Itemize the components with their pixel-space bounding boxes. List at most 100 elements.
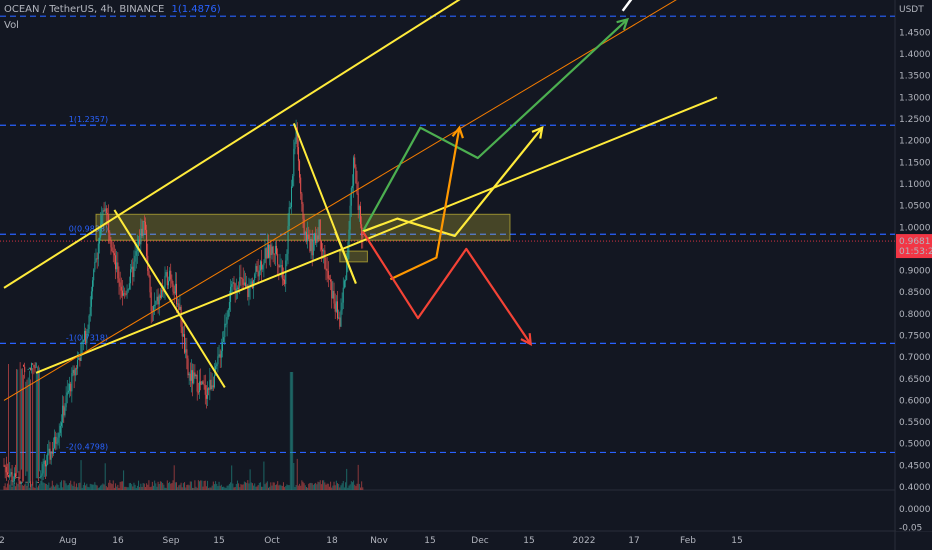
volume-bar — [212, 481, 214, 490]
candle-body — [227, 309, 229, 318]
volume-bar — [178, 485, 180, 490]
candle-body — [157, 296, 159, 305]
candle-body — [233, 282, 235, 284]
candle — [98, 228, 100, 254]
candle — [88, 314, 90, 334]
candle-body — [135, 251, 137, 256]
volume-bar — [215, 481, 217, 490]
volume-indicator-label[interactable]: Vol — [4, 20, 19, 31]
volume-bar — [38, 485, 39, 490]
candle — [225, 312, 227, 328]
time-tick-label: Sep — [163, 536, 180, 546]
candle-body — [205, 394, 207, 399]
candle — [131, 259, 133, 273]
volume-bar — [224, 487, 226, 490]
candle — [56, 433, 58, 450]
volume-bar — [236, 480, 238, 490]
volume-bar — [251, 483, 253, 490]
price-tick-label: 0.7500 — [899, 331, 931, 341]
candle — [187, 355, 189, 379]
candle — [124, 287, 126, 299]
symbol-label[interactable]: OCEAN / TetherUS, 4h, BINANCE — [4, 4, 165, 15]
volume-bar — [197, 480, 199, 490]
candle — [331, 279, 333, 309]
support-box — [339, 250, 368, 263]
candle — [224, 314, 226, 345]
candle-body — [136, 247, 138, 252]
volume-bar — [20, 482, 22, 490]
volume-bar — [8, 480, 10, 490]
volume-bar — [258, 482, 260, 490]
candle — [309, 229, 311, 253]
volume-bar — [147, 484, 149, 490]
candle-body — [181, 326, 183, 337]
volume-bar — [202, 486, 204, 490]
candle-body — [127, 289, 129, 291]
volume-bar — [56, 483, 58, 490]
candle — [158, 293, 160, 316]
volume-bar — [110, 483, 112, 490]
volume-bar — [130, 482, 131, 490]
candle-body — [82, 340, 84, 342]
volume-bar — [112, 480, 114, 490]
candle — [31, 362, 33, 374]
candle-body — [140, 228, 142, 245]
candle-body — [148, 270, 150, 276]
yellow-projection-path — [362, 127, 544, 238]
candle-body — [238, 287, 240, 289]
volume-bar — [95, 484, 97, 490]
candle-body — [39, 477, 41, 479]
candle — [308, 226, 310, 240]
volume-bar — [74, 486, 76, 490]
candle-body — [327, 270, 329, 279]
candle — [282, 267, 284, 285]
candle — [197, 382, 199, 395]
candle — [171, 274, 173, 287]
candle — [178, 298, 180, 313]
candle — [210, 372, 212, 391]
volume-bar — [246, 482, 248, 490]
volume-bar — [79, 482, 81, 490]
candle-body — [111, 247, 113, 252]
candle-body — [155, 300, 157, 305]
candle-body — [308, 234, 310, 239]
volume-bar — [162, 483, 164, 490]
volume-bar — [247, 480, 249, 490]
volume-bar — [36, 487, 38, 490]
candle — [65, 386, 67, 411]
candle-body — [250, 281, 252, 287]
time-tick-label: 16 — [112, 536, 124, 546]
volume-bar — [63, 480, 65, 490]
candle-body — [303, 218, 305, 234]
candle-body — [291, 186, 292, 208]
candle-body — [195, 374, 197, 377]
volume-bar — [154, 480, 156, 490]
candle-body — [18, 476, 20, 481]
volume-bar — [327, 483, 329, 490]
candle — [132, 258, 134, 286]
candle — [81, 334, 83, 356]
candle — [172, 280, 174, 296]
candle-body — [208, 388, 210, 390]
volume-bar — [332, 485, 334, 490]
candle-body — [120, 286, 122, 291]
candle-body — [276, 245, 278, 255]
volume-bar — [109, 480, 111, 490]
volume-bar — [46, 483, 48, 490]
candle-body — [360, 206, 361, 225]
candle — [174, 272, 176, 295]
candle — [204, 374, 206, 405]
candle — [184, 325, 186, 355]
candle — [156, 289, 158, 305]
candle-body — [220, 350, 222, 358]
volume-bar — [184, 482, 186, 490]
candle-body — [268, 244, 269, 258]
time-tick-label: 2022 — [573, 536, 596, 546]
candle-body — [73, 369, 75, 376]
volume-bar — [211, 485, 213, 490]
candle-body — [186, 349, 188, 359]
volume-bar — [242, 484, 244, 490]
candle — [115, 248, 117, 280]
candle-body — [69, 383, 71, 391]
